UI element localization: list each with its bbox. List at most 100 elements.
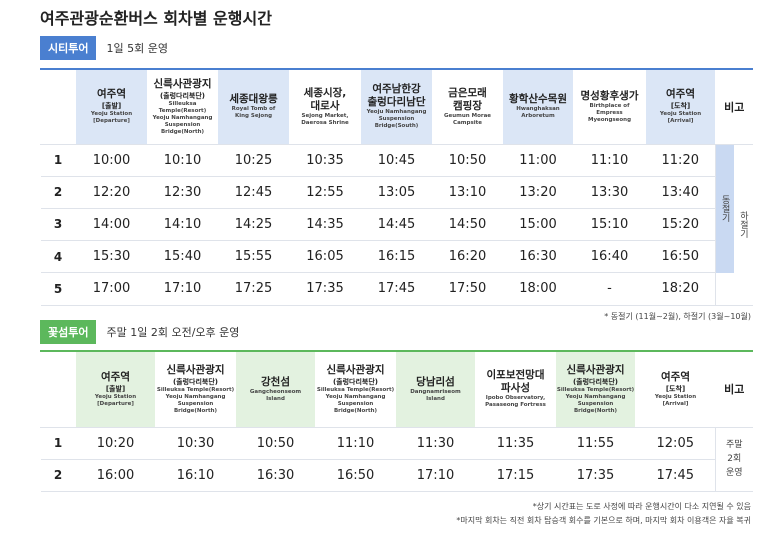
- time-cell: 17:10: [395, 459, 476, 492]
- trip-number: 1: [40, 427, 76, 460]
- subtitle: 1일 5회 운영: [106, 42, 168, 55]
- time-cell: 17:50: [432, 272, 503, 306]
- time-cell: 17:00: [75, 272, 148, 306]
- stop-name-en: Yeoju Namhangang: [165, 393, 226, 400]
- stop-name-en: Gangcheonseom: [249, 388, 302, 395]
- stop-name-en: Suspension Bridge(North): [173, 400, 218, 414]
- time-cell: 10:50: [432, 144, 503, 177]
- time-cell: 10:00: [75, 144, 148, 177]
- header-cell: [40, 351, 76, 428]
- stop-name-en: [Arrival]: [662, 400, 689, 407]
- time-cell: 16:30: [235, 459, 316, 492]
- stop-name-en: Yeoju Namhangang: [325, 393, 386, 400]
- trip-number: 5: [40, 272, 76, 306]
- header-row: 여주역 [출발] Yeoju Station [Departure] 신륵사관광지 (출렁…: [40, 351, 753, 428]
- time-cell: 12:20: [75, 176, 148, 209]
- stop-name-en: Yeoju Namhangang: [152, 114, 213, 121]
- time-cell: 10:35: [289, 144, 361, 177]
- stop-name-en: Silleuksa Temple(Resort): [556, 386, 635, 393]
- header-cell: 신륵사관광지 (출렁다리북단) Silleuksa Temple(Resort) Ye…: [155, 351, 236, 428]
- stop-name: 이포보전망대: [486, 369, 545, 382]
- footnote: * 동절기 (11월~2월), 하절기 (3월~10월): [604, 312, 751, 321]
- time-row: 4 15:30 15:40 15:55 16:05 16:15 16:20 16:30 16:4…: [40, 240, 753, 274]
- time-cell: 17:45: [635, 459, 716, 492]
- stop-name: 캠핑장: [453, 99, 482, 112]
- stop-name: 강천섬: [261, 375, 290, 388]
- time-cell: 17:15: [475, 459, 556, 492]
- time-cell: 13:20: [502, 176, 574, 209]
- header-cell: 여주역 [도착] Yeoju Station [Arrival]: [645, 69, 716, 145]
- stop-name-en: [Arrival]: [667, 118, 694, 125]
- time-cell: 13:05: [360, 176, 433, 209]
- stop-name-en: Birthplace of: [589, 102, 630, 109]
- header-cell: 여주역 [출발] Yeoju Station [Departure]: [75, 69, 148, 145]
- time-cell: 13:40: [645, 176, 716, 209]
- stop-note: (출렁다리북단): [572, 377, 619, 386]
- stop-name-en: Pasaseong Fortress: [485, 402, 546, 409]
- time-cell: 14:10: [147, 208, 218, 242]
- time-cell: 11:35: [475, 427, 556, 460]
- stop-name-en: Suspension Bridge(North): [333, 400, 378, 414]
- time-cell: 17:35: [555, 459, 636, 492]
- stop-note: [출발]: [101, 102, 122, 111]
- stop-name: 신륵사관광지: [153, 77, 212, 90]
- stop-name: 신륵사관광지: [166, 363, 225, 376]
- time-cell: 15:40: [147, 240, 218, 274]
- time-cell: 11:55: [555, 427, 636, 460]
- header-row: 여주역 [출발] Yeoju Station [Departure] 신륵사관광지 (출렁…: [40, 69, 753, 145]
- stop-note: (출렁다리북단): [172, 377, 219, 386]
- badge: 시티투어: [40, 36, 97, 60]
- trip-number: 2: [40, 176, 76, 209]
- header-cell: 신륵사관광지 (출렁다리북단) Silleuksa Temple(Resort) Ye…: [315, 351, 396, 428]
- header-cell: 비고: [715, 69, 753, 145]
- stop-name-en: Daerosa Shrine: [301, 119, 349, 126]
- time-cell: 11:30: [395, 427, 476, 460]
- stop-name: 황학산수목원: [509, 93, 567, 106]
- stop-name-en: [Departure]: [97, 400, 134, 407]
- time-cell: 16:15: [360, 240, 433, 274]
- stop-name: 세종대왕릉: [229, 93, 278, 106]
- time-row: 3 14:00 14:10 14:25 14:35 14:45 14:50 15:00 15:1…: [40, 208, 753, 242]
- time-cell: 16:20: [432, 240, 503, 274]
- time-cell: 16:50: [315, 459, 396, 492]
- stop-note: [출발]: [105, 384, 126, 393]
- flower-heading: 꽃섬투어 주말 1일 2회 오전/오후 운영: [40, 320, 239, 344]
- badge: 꽃섬투어: [40, 320, 97, 344]
- city-table: 여주역 [출발] Yeoju Station [Departure] 신륵사관광지 (출렁…: [40, 68, 753, 306]
- subtitle: 주말 1일 2회 오전/오후 운영: [106, 326, 240, 339]
- stop-name-en: Yeoju Station: [90, 111, 133, 118]
- time-cell: 15:20: [645, 208, 716, 242]
- header-cell: 신륵사관광지 (출렁다리북단) Silleuksa Temple(Resort) Ye…: [147, 69, 218, 145]
- header-cell: 강천섬 Gangcheonseom Island: [235, 351, 316, 428]
- stop-name: 여주역: [661, 370, 690, 383]
- time-cell: 11:10: [573, 144, 646, 177]
- time-cell: 16:40: [573, 240, 646, 274]
- time-cell: 14:45: [360, 208, 433, 242]
- stop-note: (출렁다리북단): [332, 377, 379, 386]
- stop-name-en: [Departure]: [93, 118, 130, 125]
- time-row: 5 17:00 17:10 17:25 17:35 17:45 17:50 18:00-18:…: [40, 272, 753, 306]
- time-cell: -: [573, 272, 646, 306]
- stop-name-en: Dangnamriseom: [410, 388, 461, 395]
- stop-name: 신륵사관광지: [326, 363, 385, 376]
- remark-cell: 주말 2회 운영: [715, 427, 753, 492]
- stop-name-en: Yeoju Station: [94, 393, 137, 400]
- remark: 동절기: [716, 144, 735, 273]
- time-cell: 14:50: [432, 208, 503, 242]
- time-cell: 11:10: [315, 427, 396, 460]
- time-cell: 16:10: [155, 459, 236, 492]
- remark: 주말 2회 운영: [725, 440, 743, 478]
- stop-name-en: Island: [426, 395, 445, 402]
- time-cell: 15:10: [573, 208, 646, 242]
- header-cell: 금은모래 캠핑장 Geumun Morae Campsite: [432, 69, 503, 145]
- time-row: 1 10:00 10:10 10:25 10:35 10:45 10:50 11:00 11:1…: [40, 144, 753, 306]
- stop-name: 당남리섬: [416, 375, 455, 388]
- stop-name: 여주역: [101, 370, 130, 383]
- stop-name-en: Ipobo Observatory,: [485, 395, 546, 402]
- header-cell: 황학산수목원 Hwanghaksan Arboretum: [502, 69, 574, 145]
- stop-name-en: Sejong Market,: [301, 112, 349, 119]
- stop-note: [도착]: [670, 102, 691, 111]
- stop-name-en: Geumun Morae: [443, 112, 492, 119]
- time-cell: 10:30: [155, 427, 236, 460]
